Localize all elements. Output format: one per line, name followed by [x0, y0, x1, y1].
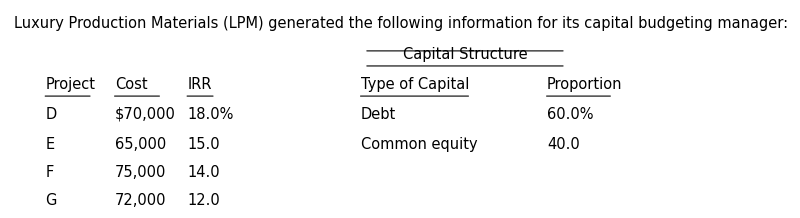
Text: 60.0%: 60.0%	[547, 107, 594, 122]
Text: Cost: Cost	[115, 77, 147, 92]
Text: Proportion: Proportion	[547, 77, 622, 92]
Text: 15.0: 15.0	[187, 137, 220, 152]
Text: E: E	[46, 137, 54, 152]
Text: Type of Capital: Type of Capital	[361, 77, 470, 92]
Text: IRR: IRR	[187, 77, 212, 92]
Text: G: G	[46, 193, 57, 208]
Text: 18.0%: 18.0%	[187, 107, 234, 122]
Text: $70,000: $70,000	[115, 107, 176, 122]
Text: Capital Structure: Capital Structure	[402, 47, 527, 62]
Text: 75,000: 75,000	[115, 165, 166, 180]
Text: Project: Project	[46, 77, 95, 92]
Text: D: D	[46, 107, 57, 122]
Text: 65,000: 65,000	[115, 137, 166, 152]
Text: Luxury Production Materials (LPM) generated the following information for its ca: Luxury Production Materials (LPM) genera…	[14, 16, 788, 31]
Text: Common equity: Common equity	[361, 137, 478, 152]
Text: F: F	[46, 165, 54, 180]
Text: 14.0: 14.0	[187, 165, 220, 180]
Text: 12.0: 12.0	[187, 193, 220, 208]
Text: Debt: Debt	[361, 107, 396, 122]
Text: 72,000: 72,000	[115, 193, 166, 208]
Text: 40.0: 40.0	[547, 137, 580, 152]
